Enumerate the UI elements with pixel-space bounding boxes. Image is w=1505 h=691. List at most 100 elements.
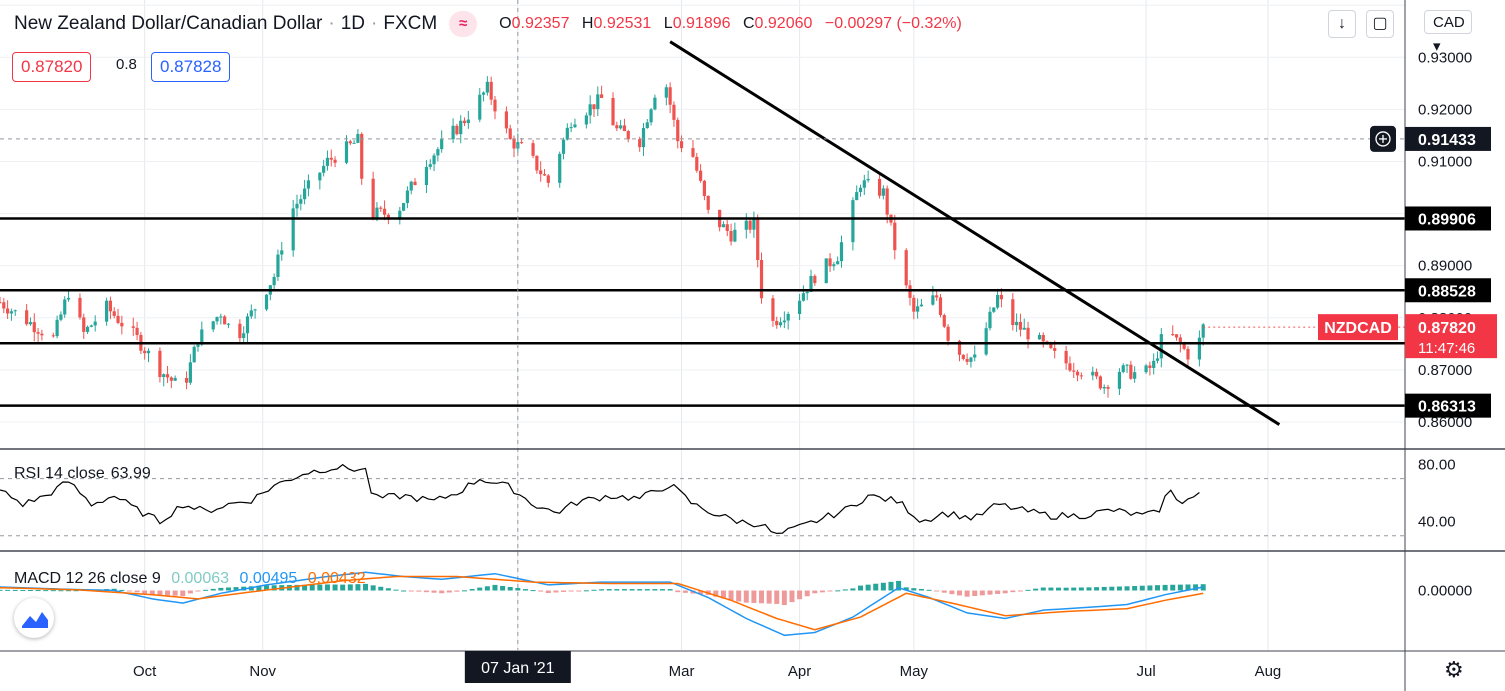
level-label: 0.89906 [1418, 211, 1476, 228]
candle-body [238, 323, 242, 339]
candle-body [733, 229, 737, 242]
candle-body [504, 111, 509, 129]
candle-body [1121, 365, 1125, 372]
candle-body [398, 210, 402, 220]
candle-body [424, 166, 429, 186]
candle-body [28, 322, 33, 325]
macd-hist-bar [66, 590, 72, 592]
candle-body [356, 133, 360, 143]
candle-body [1049, 342, 1053, 349]
candle-body [169, 377, 173, 381]
gear-icon[interactable]: ⚙ [1444, 657, 1464, 682]
candle-body [691, 148, 695, 157]
macd-hist-bar [363, 583, 369, 591]
macd-hist-bar [682, 590, 688, 593]
macd-hist-bar [355, 584, 361, 591]
macd-hist-bar [804, 590, 810, 597]
candle-body [1072, 370, 1076, 372]
candle-body [325, 157, 330, 166]
arrow-down-icon[interactable]: ↓ [1328, 10, 1356, 38]
candle-body [725, 224, 729, 231]
buy-price-button[interactable]: 0.87828 [151, 52, 231, 82]
time-tick-label: Mar [669, 663, 695, 680]
pane-logo-icon[interactable] [14, 598, 54, 638]
candle-body [935, 295, 939, 298]
macd-hist-bar [1002, 590, 1008, 594]
time-tick-label: Aug [1255, 663, 1282, 680]
macd-hist-bar [972, 590, 978, 597]
rsi-tick-label: 80.00 [1418, 456, 1456, 473]
macd-hist-bar [789, 590, 795, 603]
symbol-name[interactable]: New Zealand Dollar/Canadian Dollar [14, 13, 323, 34]
candle-body [508, 128, 512, 140]
candle-body [318, 172, 322, 181]
candle-body [573, 124, 577, 128]
macd-hist-bar [728, 590, 734, 601]
sell-price-button[interactable]: 0.87820 [12, 52, 92, 82]
macd-hist-bar [819, 590, 825, 593]
candle-body [162, 374, 166, 378]
candle-body [245, 316, 250, 334]
candle-body [832, 264, 836, 267]
candle-body [904, 250, 908, 286]
currency-select[interactable]: CAD ▾ [1424, 10, 1472, 55]
macd-hist-bar [324, 584, 330, 591]
crosshair-price-box [1405, 126, 1491, 151]
candle-body [116, 315, 120, 323]
candle-body [752, 218, 756, 230]
macd-hist-bar [187, 590, 193, 594]
macd-hist-bar [225, 587, 231, 591]
candle-body [291, 208, 295, 251]
macd-hist-bar [500, 585, 506, 591]
candle-body [588, 104, 592, 116]
macd-hist-bar [264, 585, 270, 591]
candle-body [797, 300, 802, 315]
candle-body [965, 358, 969, 362]
candle-body [196, 344, 200, 347]
time-tick-label: Oct [133, 663, 157, 680]
macd-hist-bar [713, 590, 719, 597]
macd-hist-bar [561, 590, 567, 592]
macd-hist-bar [797, 590, 803, 600]
macd-hist-bar [515, 588, 521, 591]
candle-body [801, 293, 806, 301]
macd-hist-bar [896, 580, 902, 591]
candle-body [1171, 334, 1175, 336]
macd-hist-bar [774, 590, 780, 604]
candle-body [211, 321, 215, 330]
candle-body [1015, 321, 1019, 326]
candle-body [226, 323, 231, 325]
macd-hist-bar [165, 590, 171, 596]
time-tick-label: May [900, 663, 929, 680]
last-price-box [1405, 314, 1497, 359]
macd-hist-bar [1101, 586, 1107, 591]
candle-body [531, 143, 535, 156]
candle-body [695, 156, 699, 171]
macd-hist-bar [317, 584, 323, 591]
interval[interactable]: 1D [340, 13, 366, 34]
candle-body [1041, 335, 1045, 342]
candle-body [1174, 334, 1179, 338]
macd-hist-bar [614, 589, 620, 591]
candle-body [828, 258, 832, 267]
candle-body [626, 131, 630, 140]
candle-body [165, 374, 170, 378]
candle-body [999, 294, 1003, 300]
candle-body [778, 322, 783, 326]
candle-body [942, 315, 946, 327]
candle-body [676, 119, 680, 142]
macd-hist-bar [454, 590, 460, 592]
macd-hist-bar [964, 590, 970, 597]
candle-body [223, 316, 227, 325]
candle-body [184, 377, 189, 383]
candle-body [276, 254, 280, 277]
fullscreen-icon[interactable]: ▢ [1366, 10, 1394, 38]
macd-hist-bar [35, 590, 41, 592]
macd-hist-bar [553, 590, 559, 593]
support-resistance-lines [0, 0, 1405, 650]
candle-body [809, 275, 813, 292]
macd-hist-bar [5, 589, 11, 591]
candle-body [1186, 348, 1190, 360]
